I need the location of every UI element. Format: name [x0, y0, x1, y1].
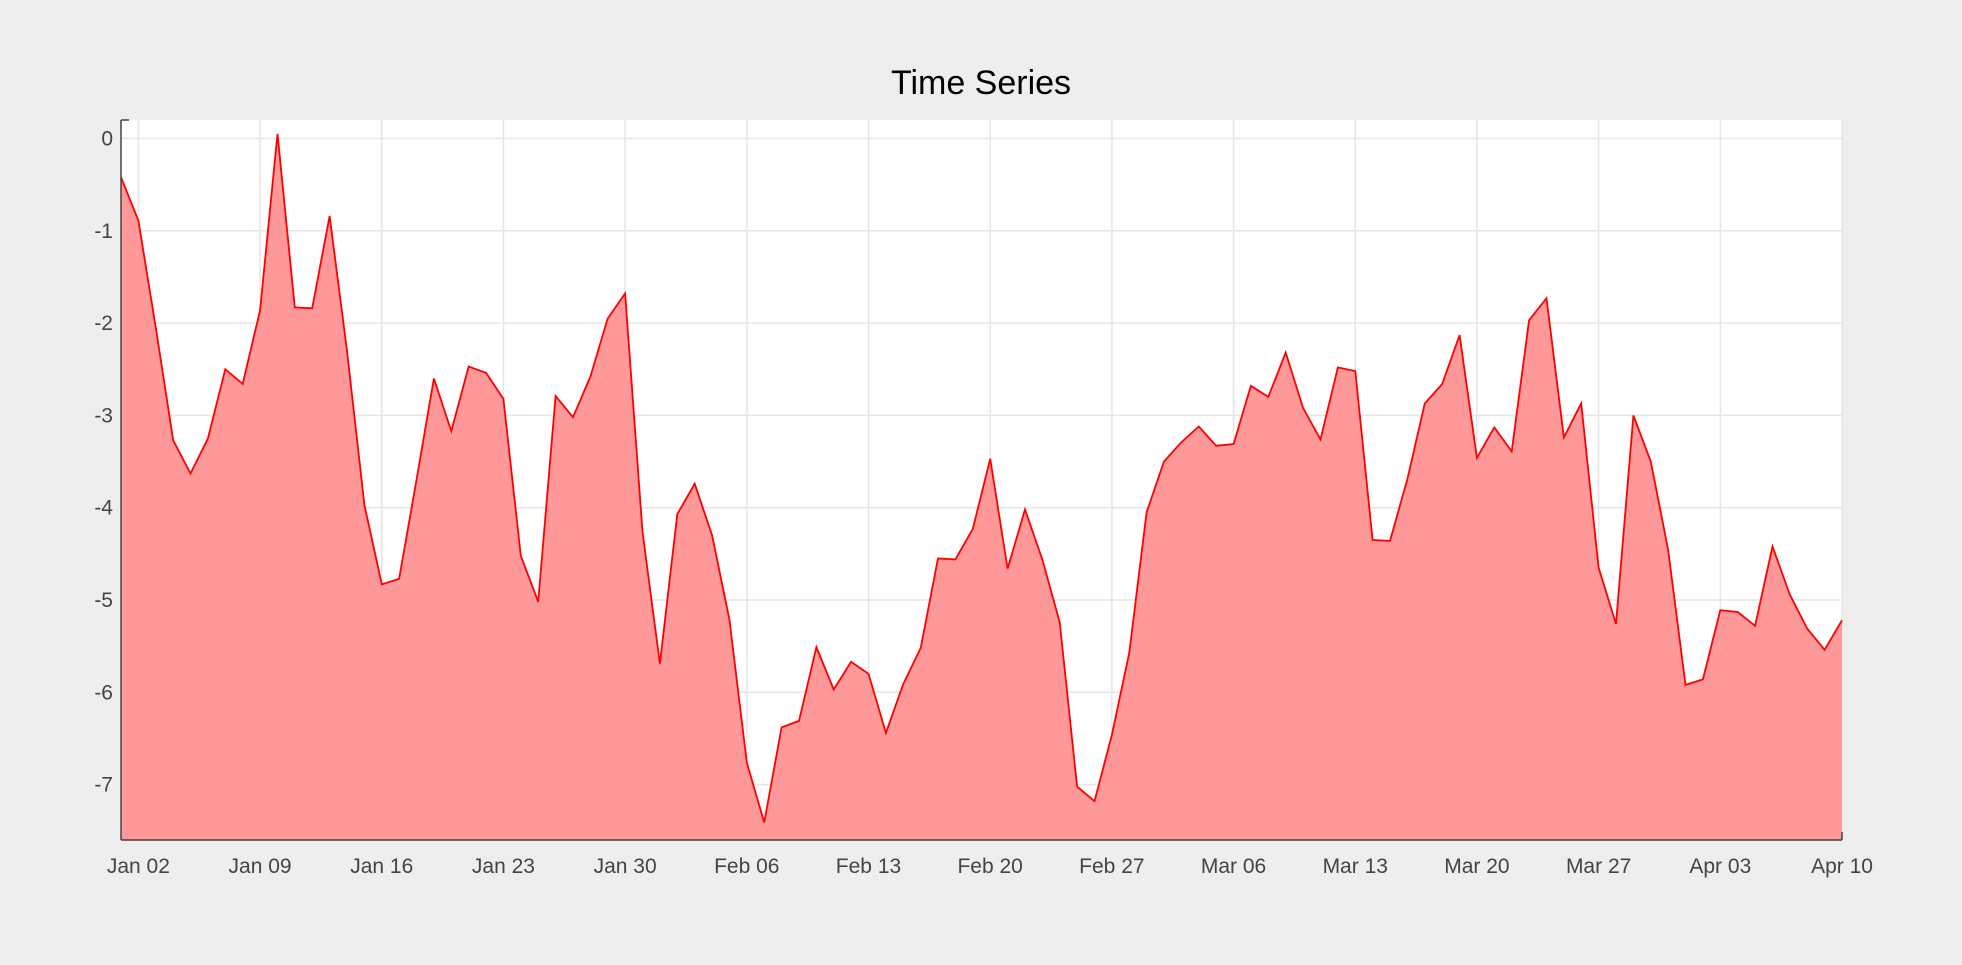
- y-tick-label: -7: [94, 774, 113, 797]
- x-tick-label: Mar 27: [1566, 855, 1631, 878]
- y-tick-label: -5: [94, 589, 113, 612]
- x-tick-label: Mar 06: [1201, 855, 1266, 878]
- y-tick-label: -2: [94, 312, 113, 335]
- x-tick-label: Mar 13: [1323, 855, 1388, 878]
- x-tick-label: Jan 30: [594, 855, 657, 878]
- chart-title: Time Series: [891, 64, 1071, 102]
- x-tick-label: Jan 02: [107, 855, 170, 878]
- x-tick-label: Feb 27: [1079, 855, 1144, 878]
- x-tick-label: Mar 20: [1444, 855, 1509, 878]
- x-tick-label: Feb 06: [714, 855, 779, 878]
- y-tick-label: -4: [94, 497, 113, 520]
- y-tick-label: -1: [94, 220, 113, 243]
- y-tick-label: -3: [94, 404, 113, 427]
- x-tick-label: Apr 03: [1689, 855, 1751, 878]
- x-tick-label: Jan 23: [472, 855, 535, 878]
- x-tick-label: Jan 16: [350, 855, 413, 878]
- y-tick-label: -6: [94, 681, 113, 704]
- x-tick-label: Jan 09: [229, 855, 292, 878]
- x-tick-label: Apr 10: [1811, 855, 1873, 878]
- y-tick-label: 0: [101, 127, 113, 150]
- x-tick-label: Feb 20: [957, 855, 1022, 878]
- x-tick-label: Feb 13: [836, 855, 901, 878]
